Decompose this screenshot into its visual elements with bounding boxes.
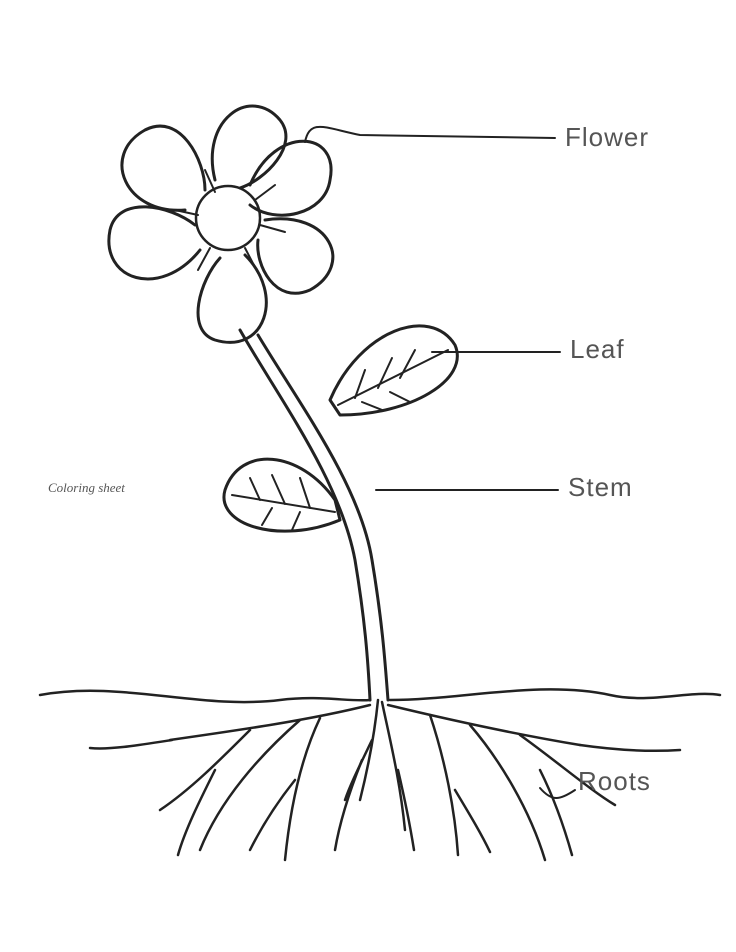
flower-head <box>109 106 333 342</box>
page: Flower Leaf Stem Roots Coloring sheet <box>0 0 736 952</box>
label-roots: Roots <box>578 766 651 797</box>
label-flower: Flower <box>565 122 649 153</box>
stem <box>240 330 388 700</box>
ground-line <box>40 689 720 702</box>
caption-text: Coloring sheet <box>48 480 125 496</box>
label-stem: Stem <box>568 472 633 503</box>
label-leaf: Leaf <box>570 334 625 365</box>
leaf-upper <box>330 326 457 415</box>
